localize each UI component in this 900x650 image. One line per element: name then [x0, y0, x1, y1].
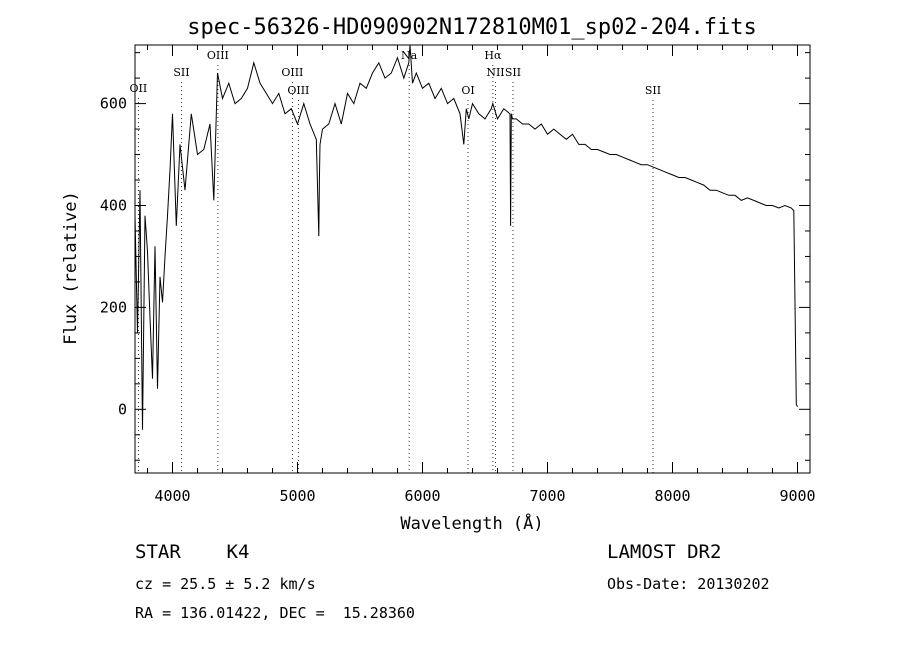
- y-tick-label: 400: [100, 197, 127, 215]
- line-label-8: NII: [486, 66, 504, 79]
- x-tick-label: 7000: [529, 487, 565, 505]
- line-label-2: OIII: [207, 49, 229, 62]
- spectral-class: STAR K4: [135, 541, 250, 563]
- chart-title: spec-56326-HD090902N172810M01_sp02-204.f…: [187, 15, 757, 40]
- x-tick-label: 8000: [654, 487, 690, 505]
- observation-date: Obs-Date: 20130202: [607, 575, 770, 593]
- spectrum-line: [134, 44, 798, 430]
- line-label-9: SII: [505, 66, 521, 79]
- line-label-7: Hα: [484, 49, 502, 62]
- survey-name: LAMOST DR2: [607, 541, 722, 563]
- line-label-10: SII: [645, 84, 661, 97]
- y-tick-label: 600: [100, 95, 127, 113]
- line-label-0: OII: [130, 82, 148, 95]
- line-label-3: OIII: [281, 66, 303, 79]
- redshift-velocity: cz = 25.5 ± 5.2 km/s: [135, 575, 316, 593]
- y-tick-label: 200: [100, 298, 127, 316]
- plot-frame: [134, 44, 811, 474]
- x-tick-label: 9000: [779, 487, 815, 505]
- y-tick-label: 0: [118, 400, 127, 418]
- x-axis-label: Wavelength (Å): [400, 512, 543, 534]
- coordinates: RA = 136.01422, DEC = 15.28360: [135, 604, 415, 622]
- x-tick-label: 6000: [404, 487, 440, 505]
- x-tick-label: 5000: [279, 487, 315, 505]
- x-tick-label: 4000: [154, 487, 190, 505]
- line-label-1: SII: [173, 66, 189, 79]
- line-label-4: OIII: [287, 84, 309, 97]
- line-label-6: OI: [461, 84, 474, 97]
- y-axis-label: Flux (relative): [61, 191, 81, 345]
